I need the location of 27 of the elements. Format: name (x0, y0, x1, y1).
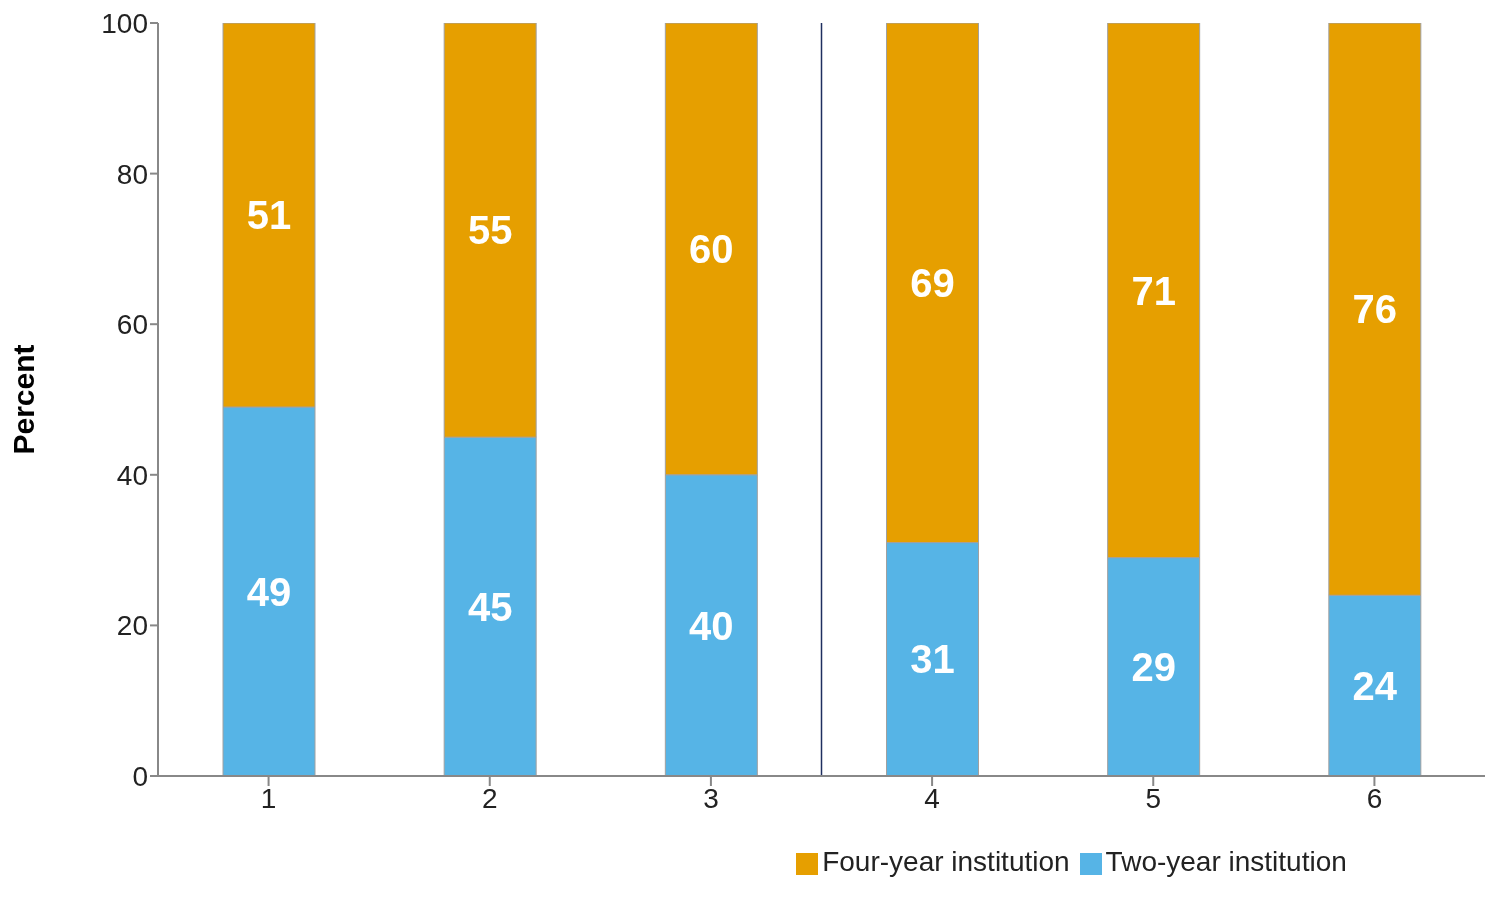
y-tick-label: 100 (101, 7, 148, 39)
data-label: 31 (910, 637, 955, 682)
data-label: 40 (689, 603, 734, 648)
legend-label: Four-year institution (822, 846, 1070, 877)
y-tick-label: 0 (132, 760, 148, 792)
y-tick-label: 80 (116, 158, 148, 190)
data-label: 29 (1131, 645, 1176, 690)
data-label: 51 (246, 193, 292, 238)
x-tick-label: 5 (1145, 782, 1162, 814)
data-label: 71 (1131, 268, 1176, 313)
y-tick-label: 20 (116, 610, 148, 642)
y-axis-title: Percent (6, 344, 40, 455)
y-tick-label: 40 (116, 459, 148, 491)
data-label: 55 (467, 208, 513, 253)
data-label: 45 (467, 584, 513, 629)
data-label: 49 (246, 569, 292, 614)
y-tick-label: 60 (116, 309, 148, 341)
x-tick-label: 6 (1366, 782, 1383, 814)
legend-label: Two-year institution (1105, 846, 1347, 877)
x-tick-label: 1 (260, 782, 277, 814)
data-label: 76 (1352, 287, 1398, 332)
x-tick-label: 2 (481, 782, 498, 814)
data-label: 60 (689, 227, 734, 272)
data-label: 69 (910, 260, 955, 305)
x-tick-label: 4 (924, 782, 940, 814)
x-tick-label: 3 (703, 782, 719, 814)
data-label: 24 (1352, 663, 1398, 708)
